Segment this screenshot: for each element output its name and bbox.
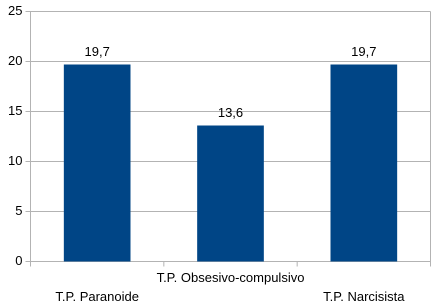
- x-tick-label: T.P. Obsesivo-compulsivo: [157, 270, 305, 285]
- y-tick-label: 15: [8, 103, 22, 118]
- y-tick-label: 0: [15, 253, 22, 268]
- value-label: 13,6: [218, 105, 243, 120]
- y-tick-label: 25: [8, 3, 22, 18]
- bar: [330, 64, 398, 262]
- x-tick-label: T.P. Narcisista: [323, 289, 405, 304]
- bar: [197, 125, 264, 262]
- bar: [63, 64, 131, 262]
- y-tick-label: 5: [15, 203, 22, 218]
- value-label: 19,7: [351, 44, 376, 59]
- y-tick-label: 10: [8, 153, 22, 168]
- y-tick-label: 20: [8, 53, 22, 68]
- x-tick-label: T.P. Paranoide: [55, 289, 139, 304]
- value-label: 19,7: [85, 44, 110, 59]
